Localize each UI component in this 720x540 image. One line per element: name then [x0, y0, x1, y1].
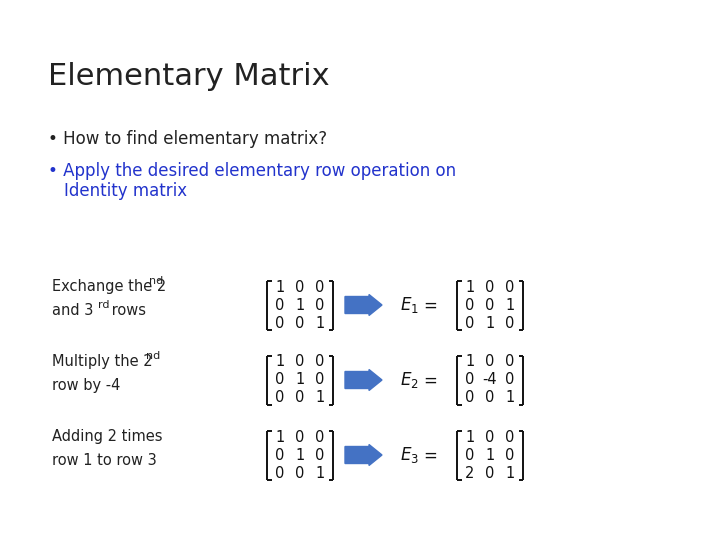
- Text: 1: 1: [465, 280, 474, 294]
- Text: row 1 to row 3: row 1 to row 3: [52, 453, 157, 468]
- Text: $=$: $=$: [420, 371, 437, 389]
- Text: nd: nd: [146, 351, 161, 361]
- Text: 0: 0: [505, 448, 515, 462]
- Text: 0: 0: [315, 448, 325, 462]
- Text: 0: 0: [275, 298, 284, 313]
- Text: 0: 0: [485, 354, 495, 369]
- Text: rd: rd: [98, 300, 109, 310]
- Text: $E_1$: $E_1$: [400, 295, 419, 315]
- Text: 2: 2: [465, 465, 474, 481]
- Text: 1: 1: [505, 465, 515, 481]
- Text: 0: 0: [315, 280, 325, 294]
- Text: 0: 0: [275, 448, 284, 462]
- Text: 0: 0: [485, 465, 495, 481]
- Text: $=$: $=$: [420, 446, 437, 464]
- Text: 0: 0: [505, 354, 515, 369]
- Text: Elementary Matrix: Elementary Matrix: [48, 62, 330, 91]
- Text: 1: 1: [275, 280, 284, 294]
- FancyArrow shape: [345, 294, 382, 315]
- Text: row by -4: row by -4: [52, 378, 120, 393]
- Text: 0: 0: [465, 315, 474, 330]
- Text: • How to find elementary matrix?: • How to find elementary matrix?: [48, 130, 327, 148]
- Text: 0: 0: [505, 280, 515, 294]
- Text: 1: 1: [465, 354, 474, 369]
- Text: 0: 0: [505, 315, 515, 330]
- Text: -4: -4: [482, 373, 498, 388]
- Text: 0: 0: [275, 315, 284, 330]
- Text: 1: 1: [485, 315, 495, 330]
- FancyArrow shape: [345, 444, 382, 465]
- Text: 0: 0: [505, 373, 515, 388]
- Text: • Apply the desired elementary row operation on: • Apply the desired elementary row opera…: [48, 162, 456, 180]
- Text: 1: 1: [485, 448, 495, 462]
- Text: 1: 1: [275, 354, 284, 369]
- FancyArrow shape: [345, 369, 382, 390]
- Text: Identity matrix: Identity matrix: [64, 182, 187, 200]
- Text: 0: 0: [295, 315, 305, 330]
- Text: 0: 0: [465, 390, 474, 406]
- Text: 0: 0: [295, 465, 305, 481]
- Text: 0: 0: [315, 354, 325, 369]
- Text: rows: rows: [107, 303, 146, 318]
- Text: 0: 0: [465, 298, 474, 313]
- Text: Exchange the 2: Exchange the 2: [52, 279, 166, 294]
- Text: 0: 0: [485, 390, 495, 406]
- Text: 1: 1: [295, 298, 305, 313]
- Text: 0: 0: [275, 465, 284, 481]
- Text: 0: 0: [465, 373, 474, 388]
- Text: 0: 0: [295, 354, 305, 369]
- Text: 0: 0: [465, 448, 474, 462]
- Text: $E_2$: $E_2$: [400, 370, 419, 390]
- Text: 0: 0: [505, 429, 515, 444]
- Text: nd: nd: [149, 276, 163, 286]
- Text: 0: 0: [295, 280, 305, 294]
- Text: $=$: $=$: [420, 296, 437, 314]
- Text: 0: 0: [295, 429, 305, 444]
- Text: 0: 0: [315, 429, 325, 444]
- Text: 1: 1: [295, 448, 305, 462]
- Text: 1: 1: [315, 315, 325, 330]
- Text: 0: 0: [485, 298, 495, 313]
- Text: $E_3$: $E_3$: [400, 445, 419, 465]
- Text: 0: 0: [315, 298, 325, 313]
- Text: 1: 1: [505, 298, 515, 313]
- Text: 1: 1: [315, 465, 325, 481]
- Text: 1: 1: [315, 390, 325, 406]
- Text: 0: 0: [485, 280, 495, 294]
- Text: 0: 0: [485, 429, 495, 444]
- Text: 1: 1: [295, 373, 305, 388]
- Text: 0: 0: [295, 390, 305, 406]
- Text: 0: 0: [275, 390, 284, 406]
- Text: and 3: and 3: [52, 303, 94, 318]
- Text: 1: 1: [275, 429, 284, 444]
- Text: 1: 1: [465, 429, 474, 444]
- Text: 1: 1: [505, 390, 515, 406]
- Text: Adding 2 times: Adding 2 times: [52, 429, 163, 444]
- Text: 0: 0: [275, 373, 284, 388]
- Text: Multiply the 2: Multiply the 2: [52, 354, 153, 369]
- Text: 0: 0: [315, 373, 325, 388]
